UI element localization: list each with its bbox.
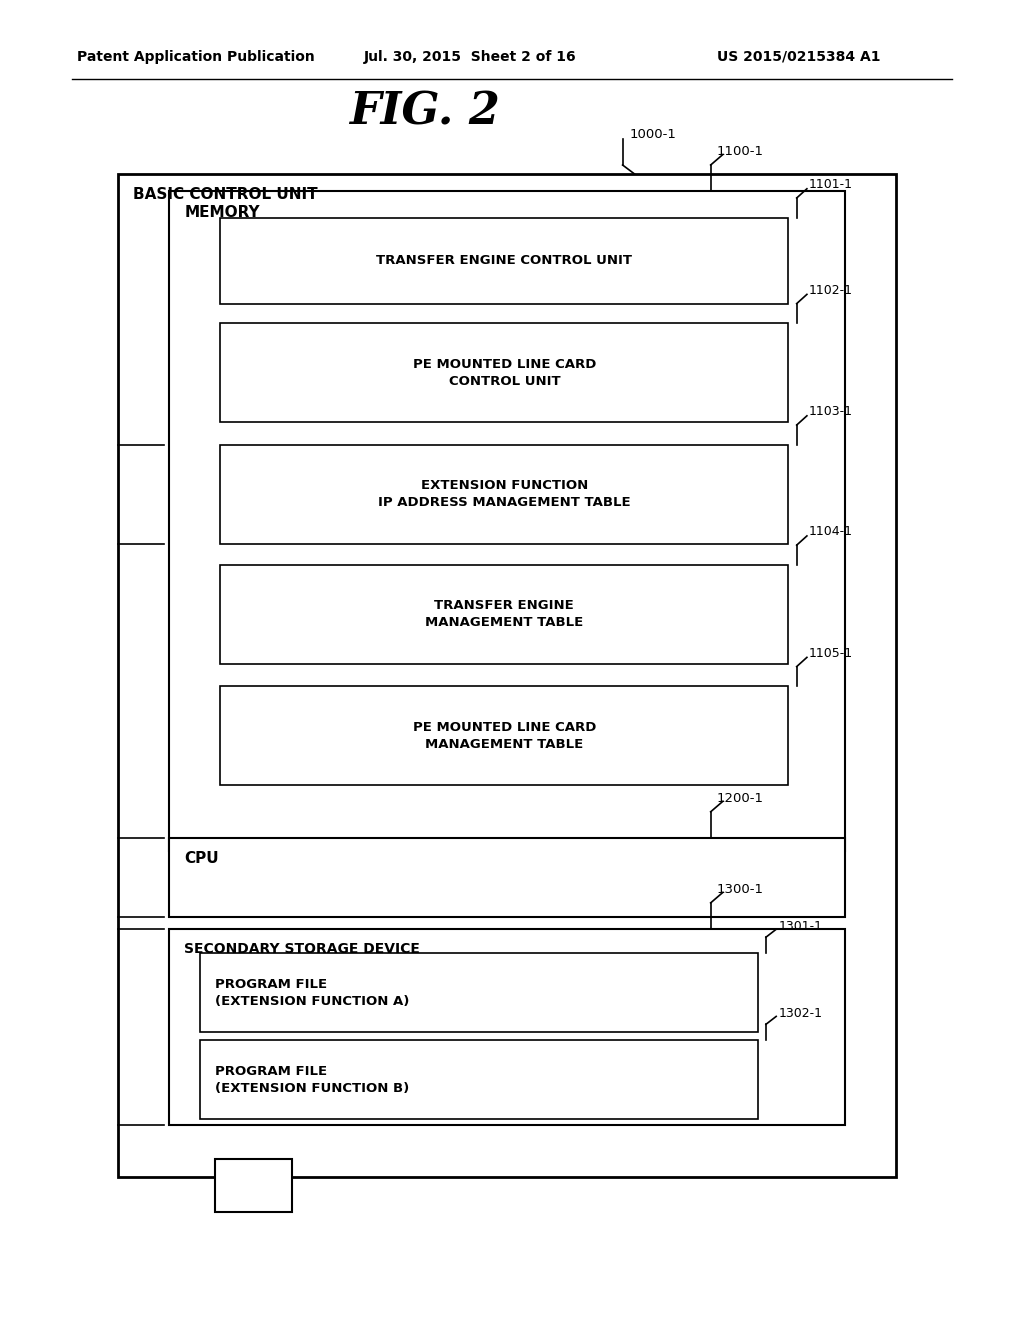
Text: PROGRAM FILE
(EXTENSION FUNCTION B): PROGRAM FILE (EXTENSION FUNCTION B) [215, 1065, 410, 1094]
Text: CPU: CPU [184, 851, 219, 866]
Text: MEMORY: MEMORY [184, 205, 260, 219]
Text: PE MOUNTED LINE CARD
MANAGEMENT TABLE: PE MOUNTED LINE CARD MANAGEMENT TABLE [413, 721, 596, 751]
Text: FIG. 2: FIG. 2 [349, 91, 501, 133]
Bar [220, 323, 788, 422]
Text: 1301-1: 1301-1 [778, 920, 822, 933]
Text: EXTENSION FUNCTION
IP ADDRESS MANAGEMENT TABLE: EXTENSION FUNCTION IP ADDRESS MANAGEMENT… [378, 479, 631, 510]
Bar [220, 565, 788, 664]
Text: 1200-1: 1200-1 [717, 792, 764, 805]
Bar [118, 174, 896, 1177]
Text: TRANSFER ENGINE CONTROL UNIT: TRANSFER ENGINE CONTROL UNIT [377, 255, 633, 267]
Bar [169, 838, 845, 917]
Text: 1102-1: 1102-1 [809, 284, 853, 297]
Text: Jul. 30, 2015  Sheet 2 of 16: Jul. 30, 2015 Sheet 2 of 16 [364, 50, 577, 63]
Text: 1302-1: 1302-1 [778, 1007, 822, 1020]
Text: 1103-1: 1103-1 [809, 405, 853, 418]
Bar [220, 218, 788, 304]
Bar [200, 1040, 758, 1119]
Text: PROGRAM FILE
(EXTENSION FUNCTION A): PROGRAM FILE (EXTENSION FUNCTION A) [215, 978, 410, 1007]
Text: 1105-1: 1105-1 [809, 647, 853, 660]
Text: 1300-1: 1300-1 [717, 883, 764, 896]
Text: US 2015/0215384 A1: US 2015/0215384 A1 [717, 50, 881, 63]
Text: SECONDARY STORAGE DEVICE: SECONDARY STORAGE DEVICE [184, 942, 420, 957]
Text: Patent Application Publication: Patent Application Publication [77, 50, 314, 63]
Bar [220, 686, 788, 785]
Text: PE MOUNTED LINE CARD
CONTROL UNIT: PE MOUNTED LINE CARD CONTROL UNIT [413, 358, 596, 388]
Bar [215, 1159, 292, 1212]
Text: 1000-1: 1000-1 [630, 128, 677, 141]
Bar [169, 191, 845, 851]
Bar [169, 929, 845, 1125]
Text: TRANSFER ENGINE
MANAGEMENT TABLE: TRANSFER ENGINE MANAGEMENT TABLE [425, 599, 584, 630]
Text: 1101-1: 1101-1 [809, 178, 853, 191]
Bar [200, 953, 758, 1032]
Text: 1100-1: 1100-1 [717, 145, 764, 158]
Text: 1104-1: 1104-1 [809, 525, 853, 539]
Bar [220, 445, 788, 544]
Text: BASIC CONTROL UNIT: BASIC CONTROL UNIT [133, 187, 317, 202]
